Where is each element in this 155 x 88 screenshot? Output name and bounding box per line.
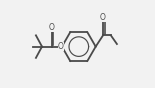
Text: O: O (49, 23, 54, 32)
Text: O: O (58, 42, 64, 51)
Text: O: O (100, 13, 106, 22)
